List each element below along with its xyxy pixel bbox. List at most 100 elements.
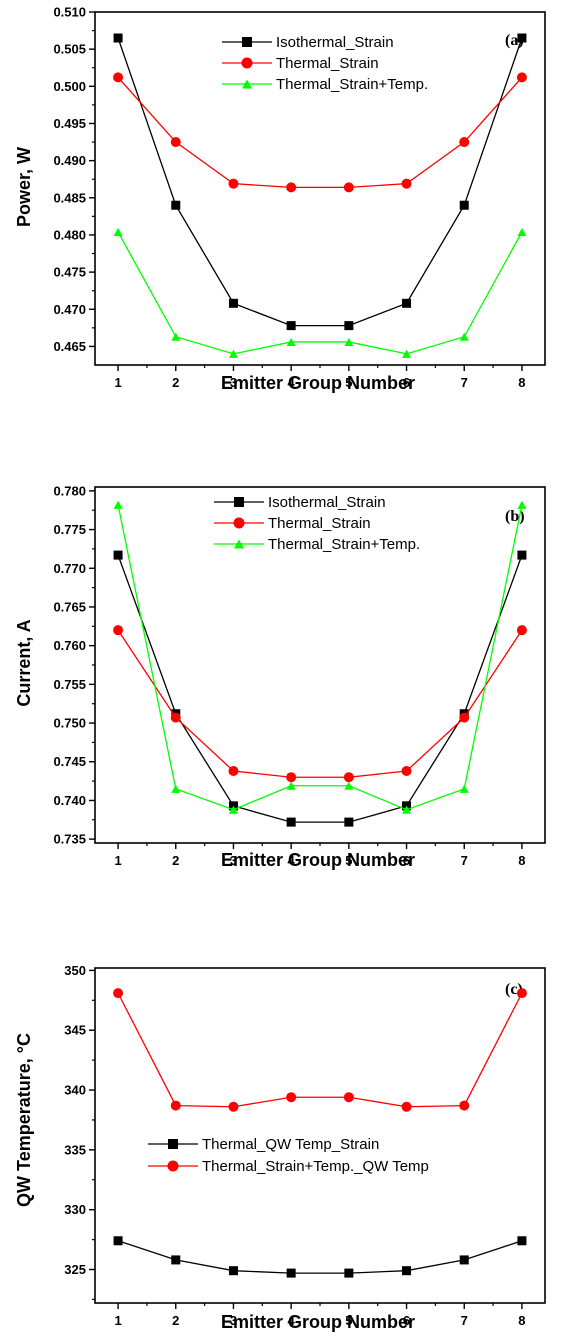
y-tick-label: 0.470 xyxy=(53,302,86,317)
y-tick-label: 0.495 xyxy=(53,116,86,131)
x-tick-label: 3 xyxy=(230,1313,237,1328)
data-point xyxy=(286,817,296,827)
legend-label: Thermal_Strain+Temp. xyxy=(276,76,428,93)
data-point xyxy=(517,1236,527,1246)
data-point xyxy=(343,182,354,193)
data-point xyxy=(286,1268,296,1278)
x-tick-label: 7 xyxy=(461,1313,468,1328)
data-point xyxy=(228,349,238,358)
data-point xyxy=(228,766,239,777)
x-tick-label: 8 xyxy=(518,1313,525,1328)
data-point xyxy=(344,321,354,331)
series-line xyxy=(117,37,523,327)
data-point xyxy=(459,784,469,793)
y-tick-label: 0.760 xyxy=(53,638,86,653)
legend-label: Isothermal_Strain xyxy=(268,494,386,511)
x-tick-label: 4 xyxy=(288,853,296,868)
legend-marker xyxy=(242,37,252,47)
x-axis-label: Emitter Group Number xyxy=(221,850,415,870)
series-line xyxy=(117,629,523,778)
x-tick-label: 4 xyxy=(288,375,296,390)
data-point xyxy=(171,200,181,210)
data-point xyxy=(228,1101,239,1112)
data-point xyxy=(171,1255,181,1265)
y-axis-label: QW Temperature, °C xyxy=(14,1033,34,1207)
x-tick-label: 1 xyxy=(114,1313,121,1328)
data-point xyxy=(113,72,124,83)
data-point xyxy=(401,178,412,189)
y-tick-label: 0.765 xyxy=(53,599,86,614)
y-axis-label: Power, W xyxy=(14,147,34,227)
legend-label: Isothermal_Strain xyxy=(276,34,394,51)
data-point xyxy=(228,1266,238,1276)
data-point xyxy=(401,766,412,777)
data-point xyxy=(516,988,527,999)
y-tick-label: 325 xyxy=(64,1262,86,1277)
x-tick-label: 1 xyxy=(114,375,121,390)
data-point xyxy=(228,298,238,308)
data-point xyxy=(401,1101,412,1112)
data-point xyxy=(286,781,296,790)
data-point xyxy=(402,805,412,814)
x-tick-label: 5 xyxy=(345,375,352,390)
x-tick-label: 5 xyxy=(345,1313,352,1328)
data-point xyxy=(402,298,412,308)
data-point xyxy=(286,337,296,347)
series-line xyxy=(117,554,523,823)
y-tick-label: 0.505 xyxy=(53,42,86,57)
x-tick-label: 2 xyxy=(172,853,179,868)
y-tick-label: 0.500 xyxy=(53,79,86,94)
x-tick-label: 6 xyxy=(403,375,410,390)
series-line xyxy=(117,992,523,1108)
panel-tag: (b) xyxy=(505,508,525,525)
x-tick-label: 7 xyxy=(461,853,468,868)
data-point xyxy=(402,349,412,358)
y-tick-label: 0.465 xyxy=(53,339,86,354)
data-point xyxy=(459,712,470,723)
y-tick-label: 0.485 xyxy=(53,190,86,205)
data-point xyxy=(286,1092,297,1103)
legend-marker xyxy=(242,79,252,89)
legend-label: Thermal_Strain+Temp. xyxy=(268,536,420,553)
legend-label: Thermal_Strain xyxy=(276,55,379,72)
y-tick-label: 0.780 xyxy=(53,483,86,498)
data-point xyxy=(459,332,469,341)
panel-b: Emitter Group Number Current, A (b) 1 2 3 4… xyxy=(14,483,546,870)
data-point xyxy=(286,772,297,783)
data-point xyxy=(113,227,123,237)
y-axis-label: Current, A xyxy=(14,619,34,706)
y-tick-label: 350 xyxy=(64,963,86,978)
data-point xyxy=(113,1236,123,1246)
legend-marker xyxy=(234,497,244,507)
data-point xyxy=(343,772,354,783)
x-tick-label: 8 xyxy=(518,375,525,390)
data-point xyxy=(228,178,239,189)
data-point xyxy=(402,1266,412,1276)
legend-marker xyxy=(168,1139,178,1149)
data-point xyxy=(113,550,123,560)
y-tick-label: 330 xyxy=(64,1202,86,1217)
data-point xyxy=(344,337,354,347)
x-tick-label: 7 xyxy=(461,375,468,390)
data-point xyxy=(170,137,181,148)
data-point xyxy=(170,712,181,723)
data-point xyxy=(171,784,181,793)
y-tick-label: 0.770 xyxy=(53,561,86,576)
y-tick-label: 335 xyxy=(64,1142,86,1157)
data-point xyxy=(228,805,238,814)
data-point xyxy=(459,137,470,148)
data-point xyxy=(113,500,123,509)
x-tick-label: 6 xyxy=(403,1313,410,1328)
y-tick-label: 0.475 xyxy=(53,265,86,280)
x-tick-label: 5 xyxy=(345,853,352,868)
x-axis-label: Emitter Group Number xyxy=(221,1312,415,1332)
data-point xyxy=(517,500,527,509)
x-tick-label: 2 xyxy=(172,375,179,390)
data-point xyxy=(113,33,123,43)
y-tick-label: 0.775 xyxy=(53,522,86,537)
data-point xyxy=(170,1100,181,1111)
y-tick-label: 0.745 xyxy=(53,754,86,769)
legend-marker xyxy=(234,539,244,549)
data-point xyxy=(459,200,469,210)
